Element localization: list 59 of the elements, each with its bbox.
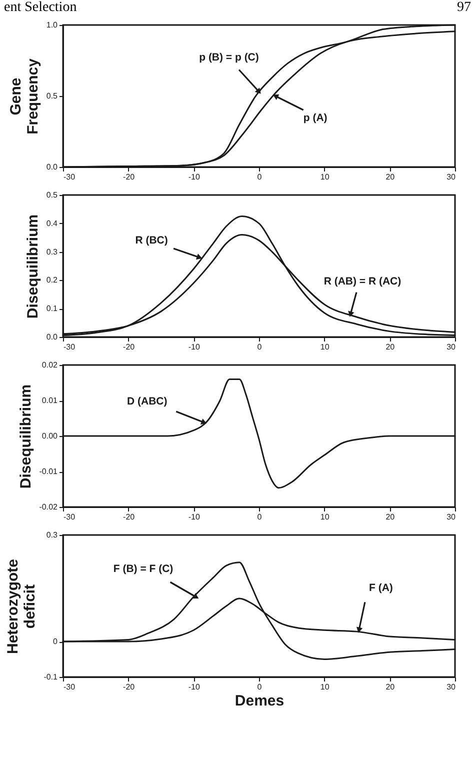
- y-tick-label: 1.0: [46, 20, 58, 30]
- x-tick-label: -30: [64, 682, 76, 692]
- x-tick-label: 30: [446, 682, 456, 692]
- x-tick-label: 10: [320, 682, 330, 692]
- y-tick-label: 0.1: [46, 304, 58, 314]
- y-tick-label: 0.01: [42, 396, 58, 405]
- y-tick-label: 0.0: [46, 332, 58, 342]
- y-tick-label: 0.3: [46, 247, 58, 256]
- y-tick-label: 0.00: [42, 432, 58, 440]
- text: ent Selection: [4, 0, 77, 16]
- y-axis-title: Disequilibrium: [24, 214, 42, 319]
- x-tick-label: 20: [386, 682, 396, 692]
- annotation: D (ABC): [126, 396, 168, 408]
- x-tick-label: -30: [64, 512, 76, 522]
- x-tick-label: 20: [386, 342, 396, 352]
- y-tick-label: 0.4: [46, 218, 58, 228]
- y-axis-title: Disequilibrium: [17, 384, 34, 489]
- x-tick-label: -30: [64, 342, 76, 352]
- y-tick-label: 0.0: [46, 162, 58, 172]
- x-tick-label: 10: [320, 172, 330, 182]
- y-axis-title: Heterozygote deficit: [4, 558, 39, 654]
- x-tick-label: 30: [446, 512, 456, 522]
- x-tick-label: 10: [320, 342, 330, 352]
- y-tick-label: 0.5: [46, 92, 58, 100]
- x-tick-label: -30: [64, 172, 76, 182]
- y-tick-label: 0: [53, 637, 58, 646]
- x-tick-label: 20: [386, 172, 396, 182]
- x-tick-label: -10: [188, 172, 200, 182]
- x-tick-label: 10: [320, 512, 330, 522]
- x-tick-label: 0: [257, 342, 262, 352]
- x-tick-label: 0: [257, 172, 262, 182]
- x-tick-label: 30: [446, 342, 456, 352]
- y-tick-label: -0.01: [39, 467, 58, 476]
- x-tick-label: -10: [188, 342, 200, 352]
- y-tick-label: -0.02: [39, 502, 58, 512]
- y-tick-label: -0.1: [44, 672, 58, 682]
- x-tick-label: -10: [188, 682, 200, 692]
- y-axis-title: Gene Frequency: [7, 58, 42, 134]
- x-tick-label: 0: [257, 512, 262, 522]
- y-tick-label: 0.5: [46, 190, 58, 200]
- x-tick-label: -20: [123, 682, 136, 692]
- annotation: R (AB) = R (AC): [324, 275, 402, 288]
- annotation: F (A): [369, 582, 393, 594]
- x-tick-label: -20: [123, 172, 136, 182]
- annotation: R (BC): [135, 234, 168, 246]
- x-axis-title: Demes: [234, 692, 284, 710]
- x-tick-label: 30: [446, 172, 456, 182]
- x-tick-label: 20: [386, 512, 396, 522]
- x-tick-label: 0: [257, 682, 262, 692]
- y-tick-label: 0.2: [46, 276, 58, 285]
- x-tick-label: -20: [123, 342, 136, 352]
- text: 97: [457, 0, 471, 16]
- annotation: p (B) = p (C): [199, 52, 259, 64]
- x-tick-label: -20: [123, 512, 136, 522]
- x-tick-label: -10: [188, 512, 200, 522]
- annotation: p (A): [303, 112, 328, 124]
- annotation: F (B) = F (C): [113, 563, 174, 576]
- y-tick-label: 0.3: [46, 530, 58, 540]
- y-tick-label: 0.02: [42, 360, 58, 370]
